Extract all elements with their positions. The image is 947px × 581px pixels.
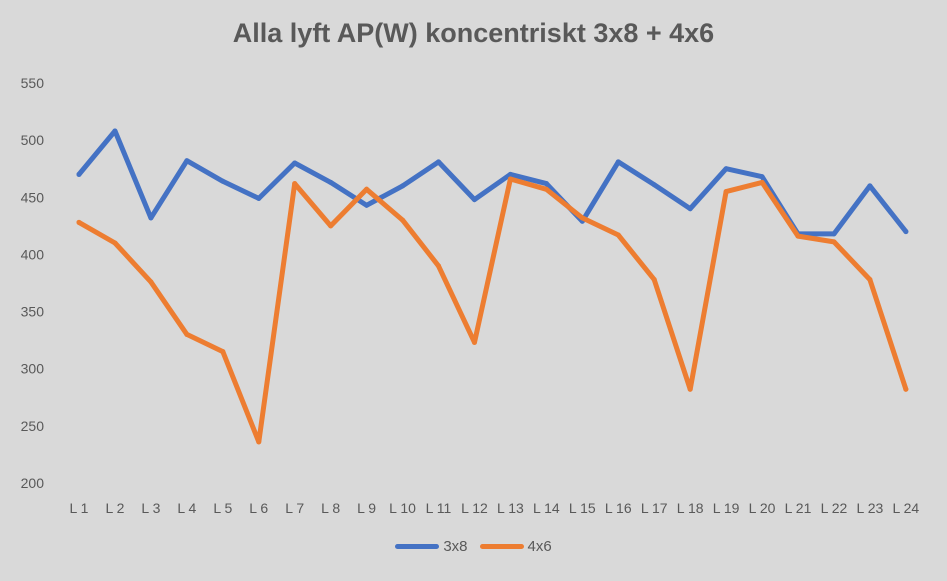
data-point-3x8 <box>400 183 406 189</box>
x-tick-label: L 6 <box>249 500 268 516</box>
data-point-4x6 <box>148 279 154 285</box>
x-tick-label: L 8 <box>321 500 340 516</box>
x-tick-label: L 23 <box>857 500 884 516</box>
series-line-4x6 <box>76 176 909 445</box>
x-tick-label: L 9 <box>357 500 376 516</box>
legend-item-4x6: 4x6 <box>479 538 552 555</box>
x-tick-label: L 11 <box>426 500 452 516</box>
y-tick-label: 300 <box>21 361 45 377</box>
data-point-4x6 <box>400 217 406 223</box>
data-point-4x6 <box>364 186 370 192</box>
data-point-3x8 <box>831 231 837 237</box>
data-point-4x6 <box>76 219 82 225</box>
x-tick-label: L 22 <box>821 500 848 516</box>
y-tick-label: 550 <box>21 75 45 91</box>
data-point-4x6 <box>543 186 549 192</box>
y-tick-label: 500 <box>21 132 45 148</box>
x-tick-label: L 7 <box>285 500 304 516</box>
x-tick-label: L 24 <box>892 500 919 516</box>
data-point-4x6 <box>579 215 585 221</box>
data-point-4x6 <box>687 386 693 392</box>
x-tick-label: L 1 <box>70 500 89 516</box>
y-tick-label: 200 <box>21 475 45 491</box>
data-point-3x8 <box>148 215 154 221</box>
data-point-3x8 <box>543 181 549 187</box>
data-point-3x8 <box>651 182 657 188</box>
data-point-4x6 <box>112 240 118 246</box>
legend-swatch-3x8 <box>395 544 440 549</box>
y-tick-label: 400 <box>21 246 45 262</box>
x-tick-label: L 2 <box>105 500 124 516</box>
data-point-4x6 <box>831 239 837 245</box>
data-point-3x8 <box>328 179 334 185</box>
x-tick-label: L 19 <box>713 500 740 516</box>
data-point-4x6 <box>759 179 765 185</box>
x-tick-label: L 17 <box>641 500 668 516</box>
data-point-4x6 <box>507 176 513 182</box>
data-point-3x8 <box>220 178 226 184</box>
x-tick-label: L 21 <box>785 500 812 516</box>
data-point-3x8 <box>364 202 370 208</box>
y-tick-label: 350 <box>21 304 45 320</box>
data-point-3x8 <box>292 160 298 166</box>
data-point-4x6 <box>867 277 873 283</box>
x-tick-label: L 15 <box>569 500 596 516</box>
data-point-3x8 <box>687 206 693 212</box>
data-point-3x8 <box>759 174 765 180</box>
data-point-3x8 <box>184 158 190 164</box>
x-tick-label: L 16 <box>605 500 632 516</box>
data-point-3x8 <box>867 183 873 189</box>
x-tick-label: L 3 <box>141 500 160 516</box>
data-point-3x8 <box>76 171 82 177</box>
legend: 3x8 4x6 <box>0 538 947 555</box>
data-point-4x6 <box>615 232 621 238</box>
x-tick-label: L 10 <box>389 500 416 516</box>
legend-swatch-4x6 <box>479 544 524 549</box>
data-point-4x6 <box>903 386 909 392</box>
x-tick-label: L 4 <box>177 500 196 516</box>
legend-label-3x8: 3x8 <box>443 538 468 555</box>
data-point-4x6 <box>328 223 334 229</box>
x-tick-label: L 14 <box>533 500 560 516</box>
data-point-3x8 <box>723 166 729 172</box>
chart-title: Alla lyft AP(W) koncentriskt 3x8 + 4x6 <box>232 18 715 48</box>
data-point-3x8 <box>615 159 621 165</box>
legend-label-4x6: 4x6 <box>527 538 552 555</box>
data-point-4x6 <box>256 439 262 445</box>
data-point-4x6 <box>795 233 801 239</box>
x-tick-label: L 5 <box>213 500 232 516</box>
data-point-3x8 <box>436 159 441 165</box>
data-point-4x6 <box>292 181 298 187</box>
data-point-4x6 <box>471 339 477 345</box>
x-tick-label: L 18 <box>677 500 704 516</box>
y-tick-label: 250 <box>21 418 45 434</box>
data-point-4x6 <box>436 263 441 269</box>
data-point-3x8 <box>256 195 262 201</box>
data-point-3x8 <box>507 171 513 177</box>
legend-item-3x8: 3x8 <box>395 538 468 555</box>
data-point-3x8 <box>471 197 477 203</box>
data-point-4x6 <box>220 349 226 355</box>
data-point-3x8 <box>903 229 909 235</box>
data-point-4x6 <box>184 331 190 337</box>
x-tick-label: L 13 <box>497 500 524 516</box>
x-tick-label: L 20 <box>749 500 776 516</box>
y-tick-label: 450 <box>21 189 45 205</box>
data-point-3x8 <box>112 128 118 134</box>
x-tick-label: L 12 <box>461 500 488 516</box>
data-point-4x6 <box>723 189 729 195</box>
series-line-3x8 <box>76 128 909 237</box>
data-point-4x6 <box>651 277 657 283</box>
